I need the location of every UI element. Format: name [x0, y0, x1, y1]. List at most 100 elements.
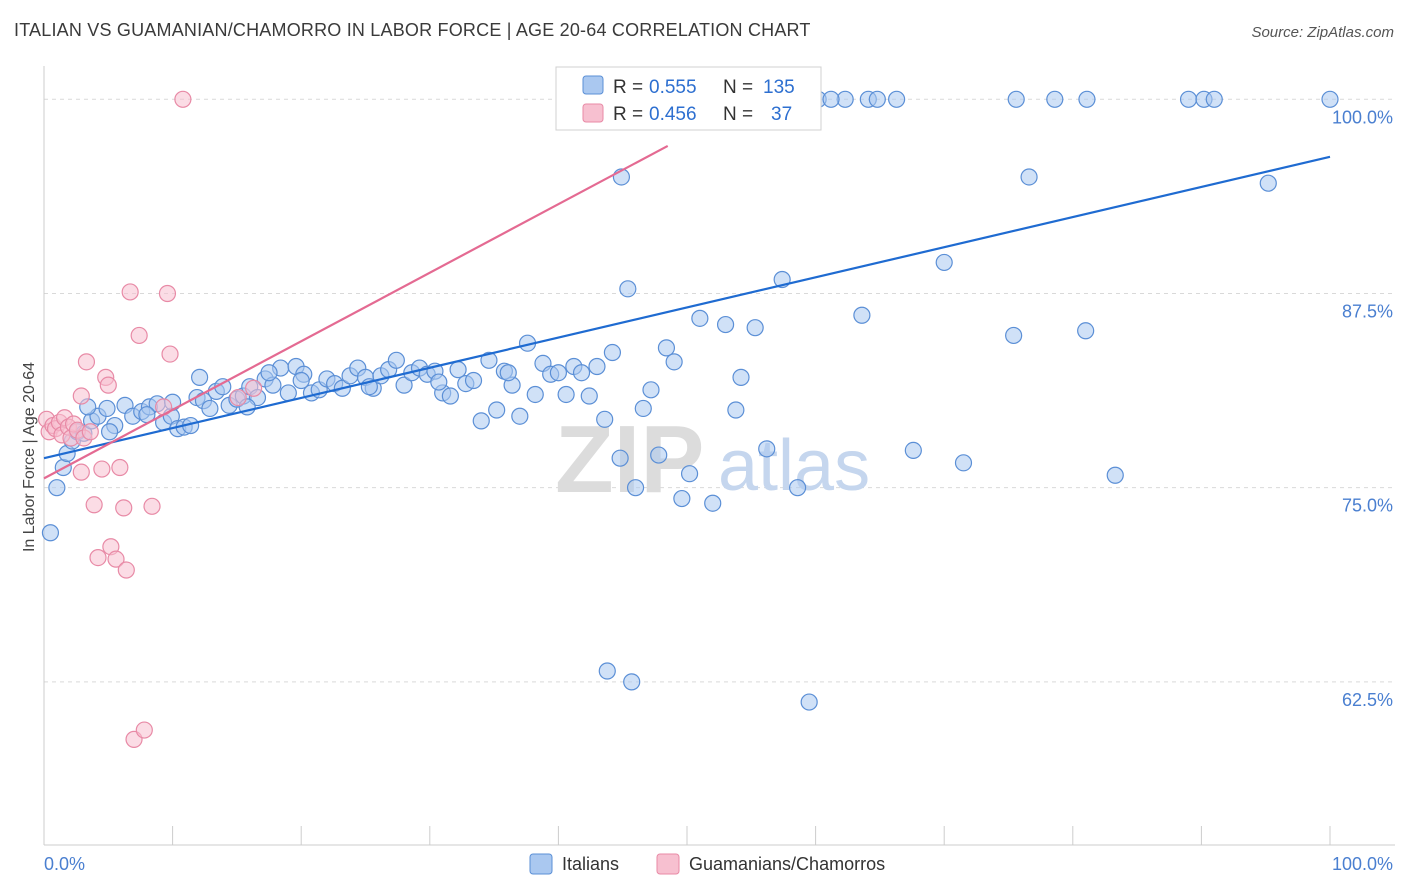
n-value-guam: 37	[771, 104, 792, 125]
data-point	[598, 662, 616, 680]
legend-swatch-guam	[656, 853, 680, 875]
data-point	[716, 315, 735, 334]
data-point	[935, 253, 953, 272]
data-point	[93, 460, 111, 478]
data-point	[1106, 466, 1124, 484]
data-point	[100, 423, 119, 441]
n-value-italians: 135	[763, 77, 795, 98]
data-point	[430, 373, 448, 391]
data-point	[673, 489, 691, 508]
data-point	[1205, 90, 1223, 108]
data-point	[549, 364, 568, 382]
data-point	[77, 353, 96, 371]
data-point	[650, 446, 668, 464]
data-point	[954, 454, 973, 472]
data-point	[800, 693, 818, 711]
data-point	[580, 387, 598, 405]
data-point	[588, 357, 606, 376]
data-point	[1020, 168, 1038, 186]
data-point	[158, 284, 177, 303]
data-point	[72, 463, 90, 481]
data-point	[130, 326, 148, 345]
n-label-italians: N =	[723, 77, 753, 98]
r-value-italians: 0.555	[649, 77, 697, 98]
data-point	[904, 441, 922, 460]
data-point	[488, 401, 506, 419]
data-point	[596, 410, 614, 428]
n-label-guam: N =	[723, 104, 753, 125]
x-tick-labels: 0.0% 100.0%	[44, 854, 1393, 874]
data-point	[107, 550, 125, 568]
data-point	[853, 306, 871, 324]
data-point	[732, 368, 750, 386]
trend-line-guam	[43, 144, 669, 480]
y-axis-label: In Labor Force | Age 20-64	[21, 362, 38, 552]
data-point	[441, 387, 459, 405]
data-point	[1046, 90, 1064, 108]
data-point	[691, 309, 709, 327]
legend-label-guam: Guamanians/Chamorros	[689, 854, 885, 874]
data-point	[1179, 90, 1198, 108]
data-point	[89, 548, 107, 567]
y-tick-label: 62.5%	[1342, 690, 1393, 710]
data-point	[788, 479, 807, 497]
data-point	[888, 90, 906, 108]
data-point	[1005, 326, 1023, 345]
data-point	[449, 361, 467, 379]
data-point	[201, 399, 219, 418]
data-point	[143, 497, 161, 515]
data-point	[657, 339, 676, 357]
data-point	[758, 440, 776, 458]
r-label-italians: R =	[613, 77, 643, 98]
data-point	[626, 479, 645, 497]
data-point	[472, 412, 490, 430]
chart-title: ITALIAN VS GUAMANIAN/CHAMORRO IN LABOR F…	[14, 20, 811, 40]
r-value-guam: 0.456	[649, 104, 697, 125]
y-tick-label: 87.5%	[1342, 301, 1393, 321]
data-point	[665, 353, 683, 371]
bottom-legend: Italians Guamanians/Chamorros	[529, 853, 885, 875]
data-point	[464, 371, 483, 390]
data-point	[526, 385, 544, 404]
data-point	[174, 90, 192, 108]
data-point	[572, 364, 591, 382]
legend-swatch-italians	[529, 853, 553, 875]
data-point	[704, 494, 722, 512]
r-label-guam: R =	[613, 104, 643, 125]
data-point	[191, 368, 209, 386]
data-point	[111, 458, 129, 477]
data-point	[161, 345, 179, 363]
data-point	[41, 524, 60, 542]
data-point	[642, 381, 660, 399]
data-point	[115, 499, 133, 517]
data-point	[822, 90, 840, 108]
data-point	[387, 351, 405, 369]
data-point	[1321, 90, 1339, 108]
guam-points	[37, 90, 263, 748]
source-credit: Source: ZipAtlas.com	[1251, 24, 1394, 41]
data-point	[260, 364, 278, 382]
trend-lines	[43, 144, 1331, 480]
data-point	[117, 561, 135, 579]
data-point	[72, 387, 90, 405]
data-point	[395, 376, 413, 394]
italians-swatch	[582, 75, 604, 95]
data-point	[511, 407, 529, 425]
data-point	[99, 376, 117, 394]
x-tick-label-max: 100.0%	[1332, 854, 1393, 874]
trend-line-italians	[43, 155, 1331, 460]
data-point	[499, 364, 517, 382]
y-tick-label: 100.0%	[1332, 107, 1393, 127]
data-point	[746, 319, 764, 337]
y-tick-label: 75.0%	[1342, 496, 1393, 516]
x-tick-label-min: 0.0%	[44, 854, 85, 874]
data-point	[634, 399, 652, 418]
data-point	[557, 385, 575, 404]
data-point	[680, 465, 699, 483]
data-point	[245, 379, 263, 397]
data-point	[603, 343, 622, 362]
data-point	[292, 371, 310, 390]
data-point	[121, 283, 139, 301]
data-point	[85, 496, 103, 514]
